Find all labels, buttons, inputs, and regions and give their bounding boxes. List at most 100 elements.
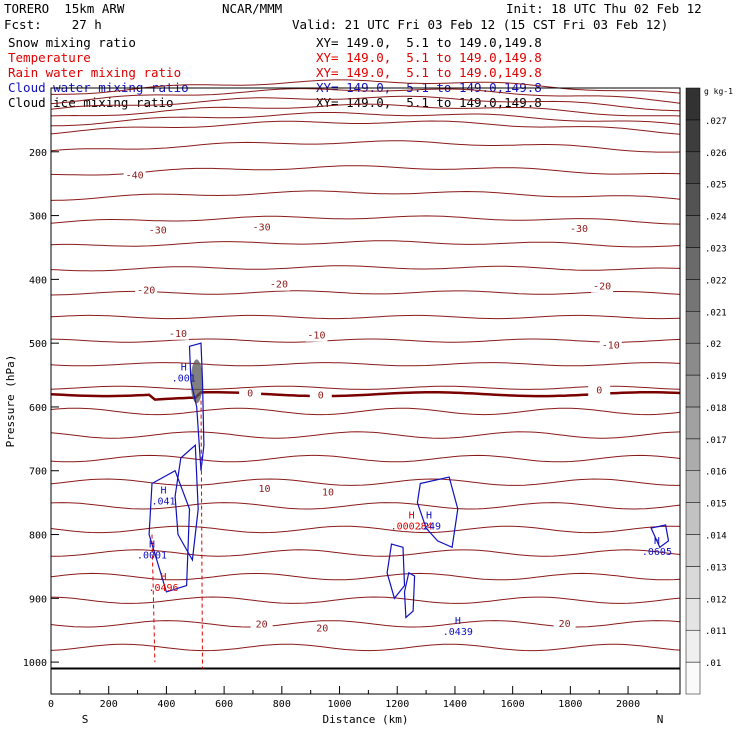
colorbar-level-label: .022 [705, 276, 727, 286]
y-tick-label: 600 [29, 403, 47, 414]
temperature-label-bg [146, 225, 169, 237]
isotherm-line [50, 385, 681, 390]
temperature-label: 20 [316, 623, 328, 634]
temperature-label-bg [591, 281, 614, 293]
isotherm-line [50, 525, 681, 534]
colorbar-cell [685, 247, 701, 280]
y-tick-label: 500 [29, 339, 47, 350]
isotherm-line [50, 215, 681, 225]
cloud-water-contour [148, 469, 191, 593]
temperature-label-bg [135, 285, 158, 297]
legend-rain-xy: XY= 149.0, 5.1 to 149.0,149.8 [316, 65, 542, 80]
temperature-label-bg [599, 340, 622, 352]
forecast-hour: Fcst: 27 h [4, 17, 102, 32]
isotherm-line [51, 549, 681, 557]
extremum-mark: H [181, 363, 187, 374]
isotherm-line [50, 620, 681, 628]
init-time: Init: 18 UTC Thu 02 Feb 12 [506, 1, 702, 16]
y-tick-label: 800 [29, 531, 47, 542]
model-title: TORERO 15km ARW [4, 1, 125, 16]
x-tick-label: 1600 [501, 699, 525, 710]
temperature-label-bg [568, 224, 591, 236]
chart-axes: 0 200 400 600 800 1000 1200 1400 1600 1800 2000200… [4, 87, 681, 726]
cloud-water-contour [386, 543, 406, 600]
north-label: N [657, 713, 664, 726]
temperature-label: 10 [322, 488, 334, 499]
temperature-label: -20 [137, 285, 155, 296]
x-tick-label: 600 [215, 699, 233, 710]
temperature-label-bg [166, 328, 189, 340]
colorbar-level-label: .016 [705, 468, 727, 478]
colorbar-cell [685, 279, 701, 312]
y-tick-label: 400 [29, 275, 47, 286]
colorbar-level-label: .02 [705, 340, 721, 350]
extremum-mark: H [409, 511, 415, 522]
temperature-label: 20 [256, 620, 268, 631]
temperature-label: -10 [602, 340, 620, 351]
isotherm-line [50, 431, 681, 439]
colorbar-level-label: .027 [705, 117, 727, 127]
colorbar-level-label: .025 [705, 181, 727, 191]
legend-snow-xy: XY= 149.0, 5.1 to 149.0,149.8 [316, 35, 542, 50]
extremum-mark: H [426, 511, 432, 522]
temperature-label-bg [123, 170, 146, 182]
cloud-water-contour [650, 524, 670, 549]
zero-isotherm-line [50, 391, 681, 401]
cloud-water-contour [403, 571, 416, 619]
isotherm-line [50, 502, 681, 510]
extremum-value: .249 [417, 522, 441, 533]
y-tick-label: 900 [29, 594, 47, 605]
temperature-label-bg [305, 330, 328, 342]
temperature-label: 20 [559, 619, 571, 630]
colorbar-cell [685, 470, 701, 503]
temperature-label-bg [311, 623, 334, 635]
temperature-label: 0 [596, 386, 602, 397]
temperature-label-bg [316, 487, 339, 499]
colorbar-level-label: .013 [705, 563, 727, 573]
colorbar-level-label: .01 [705, 659, 721, 669]
isotherm-line [50, 572, 681, 581]
temperature-label: -30 [149, 225, 167, 236]
rain-water-contour [200, 400, 203, 669]
temperature-label-bg [250, 222, 273, 234]
temperature-label-bg [588, 385, 611, 397]
colorbar-cell [685, 502, 701, 535]
colorbar-cell [685, 87, 701, 121]
colorbar-units: g kg-1 [704, 87, 733, 96]
temperature-label: 10 [258, 484, 270, 495]
isotherm-line [50, 190, 681, 201]
y-tick-label: 700 [29, 467, 47, 478]
temperature-label-bg [250, 619, 273, 631]
colorbar-cell [685, 598, 701, 631]
temperature-label-bg [553, 619, 576, 631]
y-tick-label: 300 [29, 212, 47, 223]
isotherm-line [50, 596, 681, 604]
isotherm-line [50, 265, 681, 272]
isotherm-line [50, 140, 681, 153]
isotherm-line [50, 407, 681, 416]
isotherm-line [50, 362, 681, 367]
isotherm-line [50, 165, 681, 176]
temperature-label: -30 [570, 224, 588, 235]
temperature-label: -20 [270, 280, 288, 291]
temperature-label-bg [239, 388, 262, 400]
temperature-label: -10 [169, 329, 187, 340]
temperature-label-bg [253, 483, 276, 495]
legend-temperature-xy: XY= 149.0, 5.1 to 149.0,149.8 [316, 50, 542, 65]
temperature-label-bg [267, 279, 290, 291]
x-tick-label: 2000 [616, 699, 640, 710]
colorbar-cell [685, 311, 701, 344]
y-tick-label: 1000 [23, 658, 47, 669]
colorbar: .01 .011 .012 .013 .014 .015 .016 .017 .018 .019.… [685, 87, 733, 695]
temperature-label: -40 [126, 171, 144, 182]
extremum-mark: H [654, 536, 660, 547]
y-axis-title: Pressure (hPa) [4, 355, 17, 448]
temperature-label: 0 [247, 389, 253, 400]
isotherm-line [50, 103, 681, 117]
colorbar-cell [685, 406, 701, 440]
y-tick-label: 200 [29, 148, 47, 159]
temperature-contours [50, 79, 681, 652]
colorbar-cell [685, 566, 701, 599]
colorbar-level-label: .021 [705, 308, 727, 318]
